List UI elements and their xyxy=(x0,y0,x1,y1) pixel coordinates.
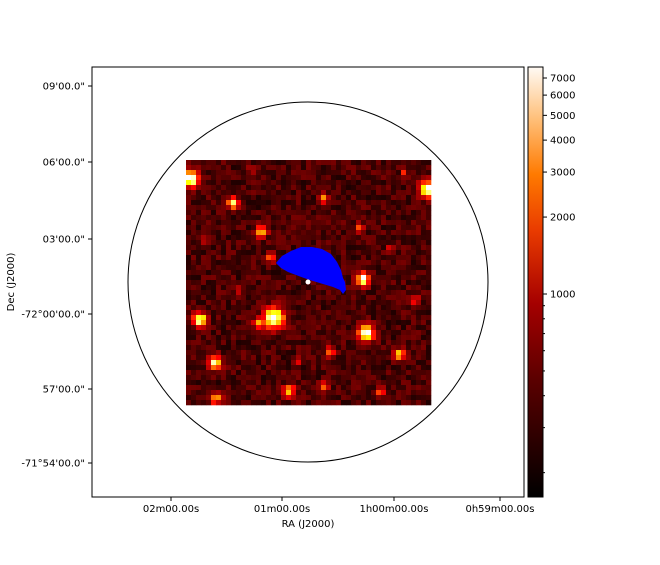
colorbar-tick-label: 6000 xyxy=(550,91,575,102)
colorbar-tick-label: 7000 xyxy=(550,74,575,85)
colorbar-tick-label: 3000 xyxy=(550,168,575,179)
colorbar xyxy=(527,66,544,498)
colorbar-tick-label: 2000 xyxy=(550,213,575,224)
field-of-view-circle xyxy=(127,101,489,463)
y-tick-label: -71°54'00.0" xyxy=(21,459,85,470)
x-tick-label: 1h00m00.00s xyxy=(359,504,428,515)
y-tick-label: 57'00.0" xyxy=(43,385,85,396)
colorbar-tick-label: 1000 xyxy=(550,290,575,301)
x-axis-label: RA (J2000) xyxy=(282,519,335,530)
x-tick-label: 0h59m00.00s xyxy=(465,504,534,515)
source-region xyxy=(276,247,346,294)
y-axis-label: Dec (J2000) xyxy=(6,253,17,312)
x-axis: 02m00.00s 01m00.00s 1h00m00.00s 0h59m00.00s xyxy=(143,497,535,515)
y-axis: 09'00.0" 06'00.0" 03'00.0" -72°00'00.0" 57'0… xyxy=(21,82,92,470)
colorbar-tick-label: 5000 xyxy=(550,111,575,122)
y-tick-label: -72°00'00.0" xyxy=(21,310,85,321)
sky-image xyxy=(186,160,432,406)
y-tick-label: 03'00.0" xyxy=(43,235,85,246)
y-tick-label: 06'00.0" xyxy=(43,158,85,169)
x-tick-label: 01m00.00s xyxy=(254,504,310,515)
y-tick-label: 09'00.0" xyxy=(43,82,85,93)
x-tick-label: 02m00.00s xyxy=(143,504,199,515)
target-marker xyxy=(305,279,311,285)
colorbar-ticks: 1000 2000 3000 4000 5000 6000 7000 xyxy=(543,74,575,474)
colorbar-tick-label: 4000 xyxy=(550,136,575,147)
